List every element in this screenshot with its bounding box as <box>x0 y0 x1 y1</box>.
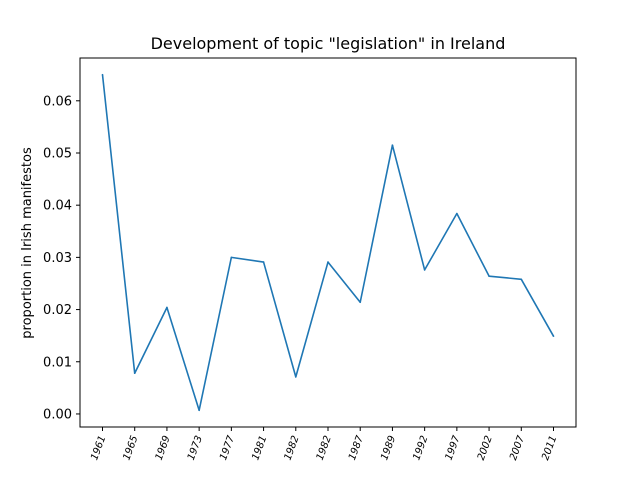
y-tick-label: 0.01 <box>43 355 72 370</box>
x-tick-label: 1992 <box>411 434 430 462</box>
series-line <box>101 74 555 412</box>
x-tick-label: 1973 <box>186 434 205 462</box>
y-tick-label: 0.04 <box>43 199 72 214</box>
x-axis-ticks: 1961 1965 1969 1973 1977 1981 1982 1982 1987 1989… <box>89 427 559 462</box>
y-axis-ticks: 0.00 0.01 0.02 0.03 0.04 0.05 0.06 <box>43 94 80 422</box>
data-point <box>133 372 136 375</box>
data-point <box>488 275 490 277</box>
x-tick-label: 2007 <box>508 434 527 462</box>
x-tick-label: 1982 <box>315 434 334 462</box>
x-tick-label: 2011 <box>540 434 559 462</box>
data-point <box>262 261 265 263</box>
data-point <box>456 212 458 215</box>
y-axis-label: proportion in Irish manifestos <box>20 147 35 339</box>
data-point <box>230 256 233 259</box>
y-tick-label: 0.03 <box>43 251 72 266</box>
data-point <box>166 306 168 309</box>
data-point <box>327 261 329 263</box>
y-tick-label: 0.00 <box>43 407 72 422</box>
x-tick-label: 1961 <box>89 434 108 462</box>
y-tick-label: 0.06 <box>43 94 72 109</box>
data-point <box>520 278 523 281</box>
x-tick-label: 1969 <box>154 434 173 462</box>
data-point <box>198 409 200 412</box>
y-tick-label: 0.05 <box>43 146 72 161</box>
x-tick-label: 1977 <box>218 434 237 462</box>
plot-frame <box>79 57 577 428</box>
x-tick-label: 1982 <box>283 434 302 462</box>
x-tick-label: 1989 <box>379 434 398 462</box>
x-tick-label: 1997 <box>444 434 463 462</box>
data-point <box>359 301 362 304</box>
series-layer <box>101 73 555 412</box>
x-tick-label: 1981 <box>250 434 269 462</box>
y-tick-label: 0.02 <box>43 303 72 318</box>
data-point <box>101 73 104 76</box>
data-point <box>552 335 555 337</box>
x-tick-label: 1965 <box>121 434 140 462</box>
data-point <box>294 376 297 378</box>
chart-title: Development of topic "legislation" in Ir… <box>151 34 506 53</box>
x-tick-label: 1987 <box>347 434 366 462</box>
x-tick-label: 2002 <box>476 434 495 462</box>
data-point <box>391 144 394 146</box>
data-point <box>423 269 426 271</box>
